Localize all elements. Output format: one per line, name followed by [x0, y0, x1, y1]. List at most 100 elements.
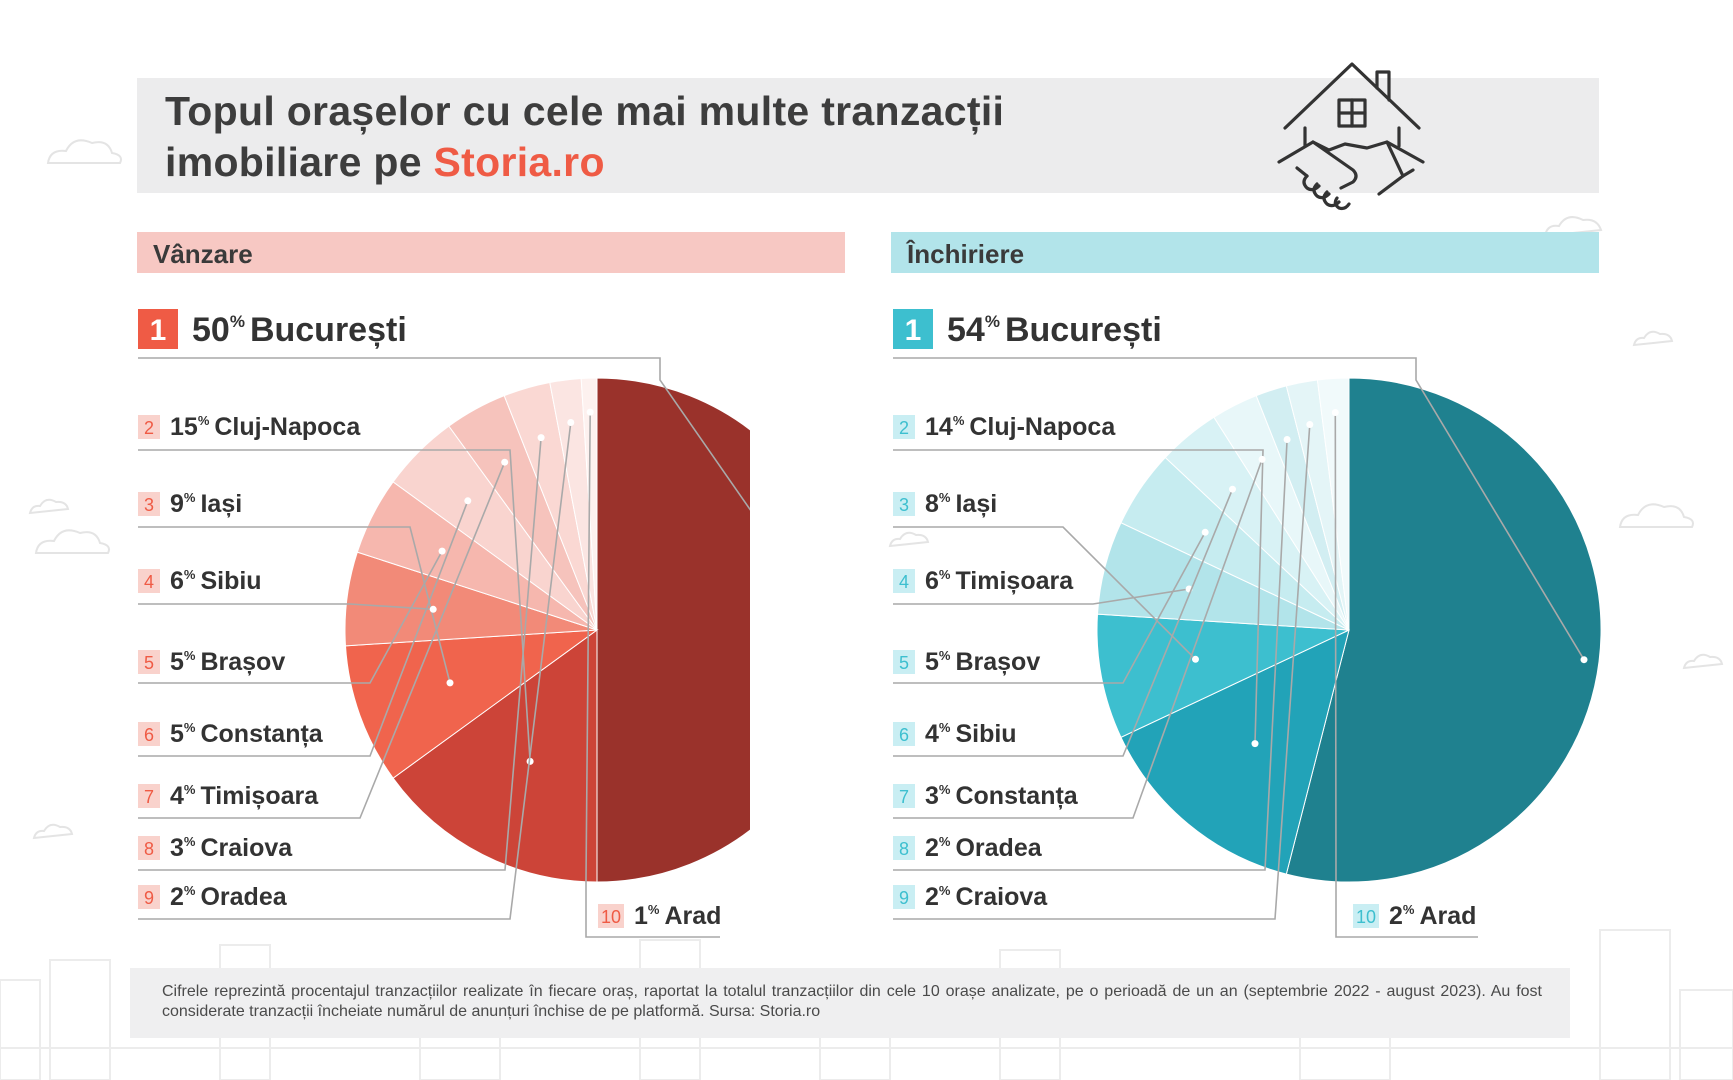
rank-badge: [893, 650, 915, 674]
label-arad: 10 1% Arad: [598, 902, 721, 930]
rank-badge: [893, 885, 915, 909]
value-label: 14% Cluj-Napoca: [925, 413, 1116, 441]
leader-line: [138, 603, 434, 611]
leader-line: [893, 488, 1234, 757]
value-label: 1% Arad: [634, 902, 721, 930]
cloud-icon: [1618, 503, 1694, 528]
leader-line: [138, 461, 506, 819]
label-constan-a: 7 3% Constanța: [893, 782, 1079, 810]
value-label: 2% Oradea: [170, 883, 288, 911]
cloud-icon: [34, 529, 110, 554]
value-label: 5% Constanța: [170, 720, 324, 748]
rank-badge: [138, 836, 160, 860]
rank-number: 4: [144, 572, 154, 592]
section-rent-header: Închiriere: [891, 232, 1599, 273]
value-label: 3% Craiova: [170, 834, 293, 862]
label-timi-oara: 4 6% Timișoara: [893, 567, 1074, 595]
label-constan-a: 6 5% Constanța: [138, 720, 324, 748]
rank-number: 7: [144, 787, 154, 807]
rank-number: 9: [899, 888, 909, 908]
leader-dot: [586, 408, 594, 416]
rank-badge: [893, 492, 915, 516]
rank-number: 3: [144, 495, 154, 515]
rank-badge: [138, 492, 160, 516]
rank-number: 1: [905, 314, 922, 347]
leader-dot: [537, 434, 545, 442]
value-label: 5% Brașov: [170, 648, 285, 676]
title-line-2: imobiliare pe Storia.ro: [165, 137, 1004, 188]
leader-line: [138, 437, 542, 871]
leader-line: [138, 550, 443, 684]
value-label: 5% Brașov: [925, 648, 1040, 676]
leader-dot: [1192, 655, 1199, 663]
leader-dot: [1283, 436, 1291, 443]
label-craiova: 9 2% Craiova: [893, 883, 1048, 911]
leader-line: [893, 357, 1585, 661]
label-ia-i: 3 8% Iași: [893, 490, 997, 518]
rank-badge: [138, 784, 160, 808]
value-label: 54% București: [947, 311, 1162, 349]
rank-number: 10: [601, 907, 621, 927]
pie-slice-ia-i: [344, 629, 599, 779]
rank-badge: [138, 569, 160, 593]
rank-number: 6: [899, 725, 909, 745]
footnote-text: Cifrele reprezintă procentajul tranzacți…: [162, 983, 1542, 1020]
cloud-icon: [28, 498, 70, 515]
leader-line: [893, 449, 1264, 744]
house-handshake-icon: [1277, 62, 1425, 211]
leader-line: [138, 357, 750, 511]
value-label: 3% Constanța: [925, 782, 1079, 810]
rank-badge: [893, 722, 915, 746]
section-sale-label: Vânzare: [153, 239, 253, 269]
leader-line: [893, 588, 1190, 605]
rank-badge: [138, 309, 178, 349]
leader-line: [585, 412, 720, 938]
label-arad: 10 2% Arad: [1353, 902, 1476, 930]
label-craiova: 8 3% Craiova: [138, 834, 293, 862]
rank-number: 4: [899, 572, 909, 592]
leader-dot: [429, 605, 437, 613]
rent-pie-chart: 1 54% București 2 14% Cluj-Napoca 3 8% Iași 4 6% Ti…: [893, 309, 1602, 938]
leader-dot: [1306, 421, 1314, 428]
leader-line: [893, 526, 1197, 660]
title-banner: Topul orașelor cu cele mai multe tranzac…: [137, 62, 1599, 211]
rank-number: 5: [144, 653, 154, 673]
value-label: 2% Craiova: [925, 883, 1048, 911]
value-label: 6% Sibiu: [170, 567, 262, 595]
leader-line: [893, 459, 1263, 819]
pie-slice-bucure-ti: [1285, 377, 1602, 883]
leader-dot: [501, 458, 509, 466]
cloud-icon: [1682, 653, 1724, 670]
value-label: 4% Sibiu: [925, 720, 1017, 748]
label-oradea: 9 2% Oradea: [138, 883, 288, 911]
cloud-icon: [46, 139, 122, 164]
leader-line: [1334, 412, 1478, 938]
title-line-2-prefix: imobiliare pe: [165, 139, 434, 185]
leader-dot: [1251, 740, 1259, 748]
rank-number: 2: [899, 418, 909, 438]
label-oradea: 8 2% Oradea: [893, 834, 1043, 862]
rank-badge: [138, 885, 160, 909]
rank-badge: [893, 784, 915, 808]
cloud-icon: [32, 823, 74, 840]
pie-slice-ia-i: [1096, 613, 1350, 738]
brand-name: Storia.ro: [433, 139, 605, 185]
label-bra-ov: 5 5% Brașov: [138, 648, 285, 676]
leader-line: [138, 422, 572, 920]
value-label: 4% Timișoara: [170, 782, 319, 810]
value-label: 6% Timișoara: [925, 567, 1074, 595]
cloud-icon: [888, 531, 930, 548]
leader-dot: [1201, 528, 1209, 536]
leader-line: [893, 424, 1311, 920]
label-timi-oara: 7 4% Timișoara: [138, 782, 319, 810]
label-cluj-napoca: 2 14% Cluj-Napoca: [893, 413, 1116, 441]
leader-dot: [1580, 656, 1588, 664]
value-label: 2% Oradea: [925, 834, 1043, 862]
pie-slice-cluj-napoca: [1120, 629, 1350, 875]
sale-pie-chart: 1 50% București 2 15% Cluj-Napoca 3 9% Iași 4 6% Si…: [138, 309, 750, 938]
rank-number: 8: [144, 839, 154, 859]
leader-dot: [438, 547, 446, 555]
label-bucure-ti: 1 54% București: [893, 309, 1162, 349]
rank-number: 3: [899, 495, 909, 515]
